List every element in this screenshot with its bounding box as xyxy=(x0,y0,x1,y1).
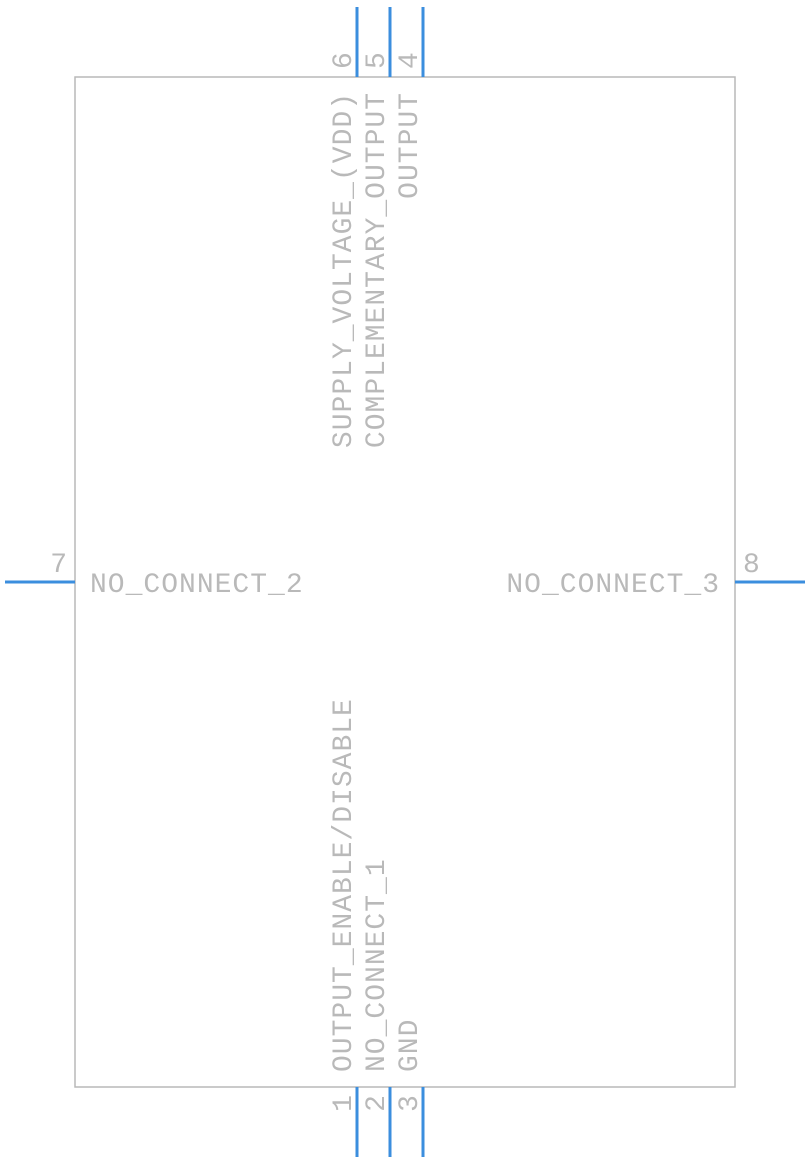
pin-number: 1 xyxy=(329,1095,360,1112)
pin-number: 6 xyxy=(329,52,360,69)
pin-number: 5 xyxy=(362,52,393,69)
pin-label: NO_CONNECT_1 xyxy=(362,858,393,1072)
pin-number: 8 xyxy=(743,550,760,581)
pin-label: NO_CONNECT_3 xyxy=(506,570,720,601)
pin-number: 3 xyxy=(395,1095,426,1112)
pin-label: SUPPLY_VOLTAGE_(VDD) xyxy=(329,92,360,448)
pin-label: GND xyxy=(395,1019,426,1072)
pin-number: 2 xyxy=(362,1095,393,1112)
pin-number: 4 xyxy=(395,52,426,69)
pin-label: COMPLEMENTARY_OUTPUT xyxy=(362,92,393,448)
pin-label: OUTPUT_ENABLE/DISABLE xyxy=(329,698,360,1072)
pin-label: OUTPUT xyxy=(395,92,426,199)
pin-number: 7 xyxy=(50,550,67,581)
pin-label: NO_CONNECT_2 xyxy=(90,570,304,601)
